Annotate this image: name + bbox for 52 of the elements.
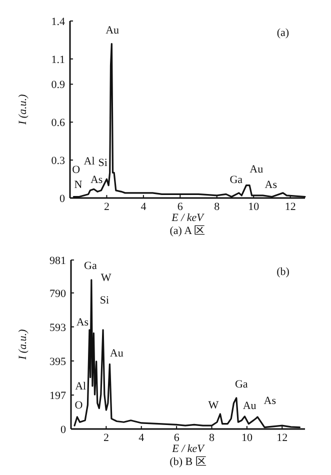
annotation: Ga	[234, 378, 248, 391]
annotation: N	[74, 178, 82, 191]
x-axis-title: E / keV	[170, 212, 205, 224]
x-tick-label: 8	[209, 432, 215, 444]
annotation: W	[208, 399, 220, 412]
y-tick-label: 1.1	[51, 54, 65, 66]
y-tick-label: 0	[60, 424, 66, 436]
annotation: Au	[242, 400, 257, 412]
y-tick-label: 0	[60, 193, 66, 205]
y-tick-label: 1.4	[51, 16, 66, 28]
y-tick-label: 0.9	[51, 79, 66, 92]
y-tick-label: 395	[50, 356, 66, 368]
y-tick-label: 981	[50, 255, 66, 267]
annotation: Al	[75, 380, 86, 392]
text: (b) B 区	[170, 456, 206, 468]
text: (a) A 区	[170, 225, 206, 237]
x-tick-label: 10	[248, 201, 260, 213]
x-tick-label: 6	[177, 201, 184, 213]
x-tick-label: 2	[103, 432, 109, 444]
x-tick-label: 6	[174, 432, 180, 444]
x-tick-label: 2	[104, 201, 110, 213]
y-axis-title: I (a.u.)	[17, 329, 29, 361]
annotation: As	[264, 178, 278, 191]
annotation: As	[76, 316, 89, 329]
annotation: Si	[98, 157, 108, 170]
annotation: Au	[110, 348, 124, 360]
y-tick-label: 593	[50, 322, 66, 334]
x-tick-label: 4	[138, 432, 145, 444]
x-tick-label: 10	[241, 432, 253, 444]
annotation: Ga	[84, 260, 97, 272]
annotation: As	[90, 174, 103, 186]
x-tick-label: 12	[284, 201, 296, 213]
x-tick-label: 12	[276, 432, 288, 444]
annotation: Al	[84, 155, 95, 168]
annotation: O	[72, 164, 80, 176]
x-axis-title: E / keV	[171, 443, 206, 455]
annotation: (b)	[276, 266, 290, 278]
y-tick-label: 790	[50, 288, 66, 300]
y-axis-title: I (a.u.)	[17, 94, 29, 126]
y-tick-label: 0.3	[51, 155, 66, 168]
annotation: Ga	[230, 174, 243, 186]
annotation: Au	[250, 164, 264, 176]
y-tick-label: 197	[50, 390, 66, 402]
annotation: Au	[106, 24, 120, 36]
annotation: Si	[100, 294, 110, 306]
annotation: O	[74, 399, 83, 412]
y-tick-label: 0.6	[51, 117, 66, 130]
x-tick-label: 8	[214, 201, 220, 213]
x-tick-label: 4	[140, 201, 147, 213]
annotation: W	[100, 272, 112, 284]
annotation: As	[264, 394, 276, 407]
annotation: (a)	[276, 27, 290, 39]
